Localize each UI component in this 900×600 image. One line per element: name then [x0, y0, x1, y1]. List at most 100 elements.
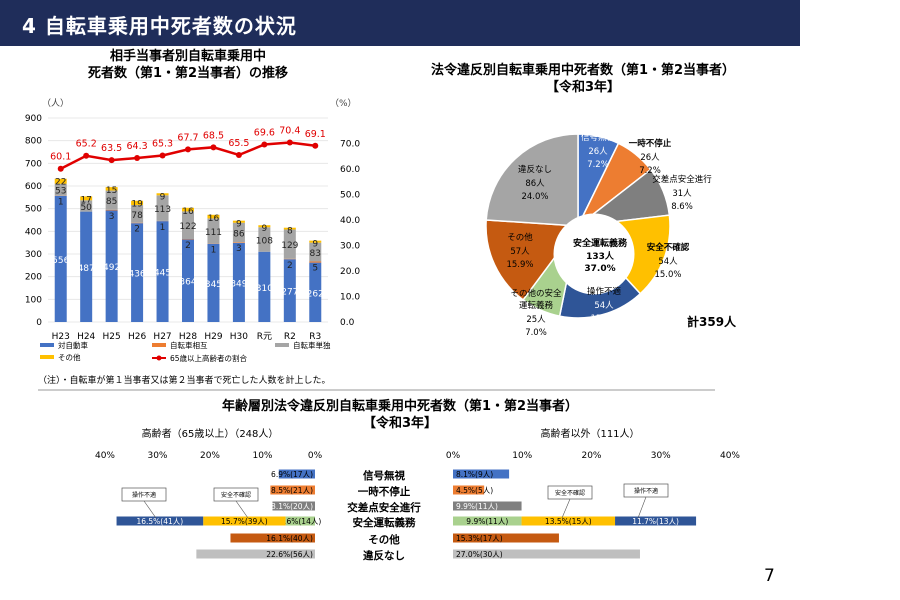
- chart1-legend-label: 自転車相互: [170, 340, 208, 350]
- chart1-bar-label: 1: [211, 246, 217, 256]
- pie-label-pct: 8.6%: [671, 202, 693, 212]
- chart1-bar-2: [80, 200, 93, 212]
- chart1-line-point: [261, 141, 268, 148]
- pie-label-pct: 7.2%: [639, 166, 661, 176]
- page-header: 4 自転車乗用中死者数の状況: [0, 0, 800, 46]
- chart1-bar-label: 83: [310, 249, 321, 259]
- chart1-bar-3: [232, 220, 245, 223]
- chart3-callout-text: 安全不確認: [555, 489, 585, 497]
- chart1-bar-0: [105, 210, 118, 322]
- chart3-bar-label: 9.9%(11人): [456, 502, 498, 511]
- chart1-x-tick: H29: [204, 332, 222, 342]
- chart1-x-tick: H25: [103, 332, 121, 342]
- chart1-bar-label: 78: [131, 211, 143, 221]
- chart1-bar-label: 5: [312, 263, 318, 273]
- chart1-y-tick: 600: [25, 182, 42, 192]
- chart1-bar-label: 129: [281, 241, 298, 251]
- chart1-bar-label: 22: [55, 178, 66, 188]
- chart1-bar-0: [207, 243, 220, 322]
- pie-label-name: 安全不確認: [647, 242, 690, 253]
- chart3-left-bar: [270, 485, 315, 495]
- chart1-line-point: [286, 139, 293, 146]
- chart1-y-tick: 300: [25, 250, 42, 260]
- chart3-left-tick: 10%: [252, 451, 272, 461]
- chart3-right-tick: 0%: [446, 451, 461, 461]
- chart1-bar-label: 492: [103, 263, 120, 273]
- pie-label-name: 違反なし: [518, 164, 552, 175]
- chart3-right-tick: 40%: [720, 451, 740, 461]
- chart1-bar-label: 349: [230, 279, 247, 289]
- pie-label-name: 一時不停止: [629, 138, 672, 149]
- chart1-bar-2: [207, 218, 220, 244]
- chart3-bar-label: 9.9%(11人): [466, 517, 508, 526]
- chart1-bar-label: 111: [205, 228, 222, 238]
- chart1-y2-tick: 10.0: [340, 293, 360, 303]
- chart3-category: 一時不停止: [358, 485, 411, 498]
- chart1-bar-1: [105, 209, 118, 211]
- chart3-bar-label: 15.3%(17人): [456, 534, 503, 543]
- chart3-title-line: 【令和3年】: [363, 415, 437, 431]
- pie-label-count: 26人: [588, 147, 608, 157]
- chart3-category: その他: [368, 533, 400, 546]
- chart1-legend-swatch: [40, 355, 54, 359]
- page-number: 7: [764, 566, 775, 586]
- chart1-legend-label: 自転車単独: [293, 340, 331, 350]
- pie-label-name: 交差点安全進行: [652, 174, 712, 185]
- pie-label-pct: 7.0%: [525, 328, 547, 338]
- chart1-bar-label: 345: [205, 280, 222, 290]
- chart1-y2-tick: 70.0: [340, 140, 360, 150]
- chart1-legend-label: 65歳以上高齢者の割合: [170, 353, 248, 363]
- chart1-bar-label: 16: [182, 207, 194, 217]
- pie-center-name: 安全運転義務: [573, 237, 628, 249]
- chart3-category: 交差点安全進行: [347, 501, 421, 514]
- chart1-bar-label: 436: [128, 270, 145, 280]
- chart1-bar-label: 86: [233, 229, 245, 239]
- chart1-bar-0: [283, 259, 296, 322]
- chart1-line-point: [57, 165, 64, 172]
- chart3-callout-line: [561, 498, 571, 519]
- chart3-left-bar: [272, 501, 315, 511]
- pie-center-hole: [553, 213, 635, 295]
- chart2-title-line: 法令違反別自転車乗用中死者数（第1・第2当事者）: [431, 62, 735, 78]
- chart1-x-tick: H30: [230, 332, 248, 342]
- chart1-bar-label: 2: [287, 261, 293, 271]
- chart1-line-point: [312, 142, 319, 149]
- chart1-y2-tick: 60.0: [340, 165, 360, 175]
- chart3-bar-label: 15.7%(39人): [221, 517, 268, 526]
- chart1-y2-tick: 30.0: [340, 242, 360, 252]
- chart3-right-tick: 30%: [651, 451, 671, 461]
- chart1-legend-label: その他: [58, 352, 81, 362]
- chart3-left-bar: [116, 516, 204, 526]
- chart3-bar-label: 8.1%(20人): [271, 502, 313, 511]
- chart3-bar-label: 8.1%(9人): [456, 470, 493, 479]
- chart1-bar-3: [258, 225, 271, 228]
- chart1-bar-3: [309, 240, 322, 243]
- chart1-bar-3: [156, 193, 169, 196]
- page-title: 4 自転車乗用中死者数の状況: [22, 14, 297, 38]
- chart3-right-bar: [453, 501, 522, 511]
- chart1-y2-tick: 40.0: [340, 216, 360, 226]
- chart3-bar-label: 11.7%(13人): [632, 517, 679, 526]
- pie-label-count: 31人: [672, 189, 692, 199]
- chart1-note: （注）・自転車が第１当事者又は第２当事者で死亡した人数を計上した。: [38, 374, 331, 386]
- chart3-bar-label: 13.5%(15人): [545, 517, 592, 526]
- chart1-bar-label: 9: [261, 224, 267, 234]
- chart3-left-bar: [230, 533, 315, 543]
- chart3-left-bar: [196, 549, 315, 559]
- pie-label-pct: 24.0%: [521, 192, 548, 202]
- chart1-line-label: 64.3: [127, 141, 148, 152]
- chart3-left-bar: [278, 469, 315, 479]
- chart1-bar-0: [131, 223, 144, 322]
- chart1-line-point: [108, 157, 115, 164]
- chart1-line-label: 65.3: [152, 138, 173, 149]
- chart1-bar-3: [207, 214, 220, 219]
- chart1-x-tick: H23: [52, 332, 70, 342]
- chart1-x-tick: R2: [284, 332, 296, 342]
- chart3-left-group: 高齢者（65歳以上）（248人）: [142, 427, 279, 440]
- chart1-line-point: [235, 151, 242, 158]
- chart3-right-bar: [453, 485, 485, 495]
- chart1-bar-0: [258, 251, 271, 322]
- chart1-bar-label: 53: [55, 187, 66, 197]
- chart1-bar-2: [105, 190, 118, 210]
